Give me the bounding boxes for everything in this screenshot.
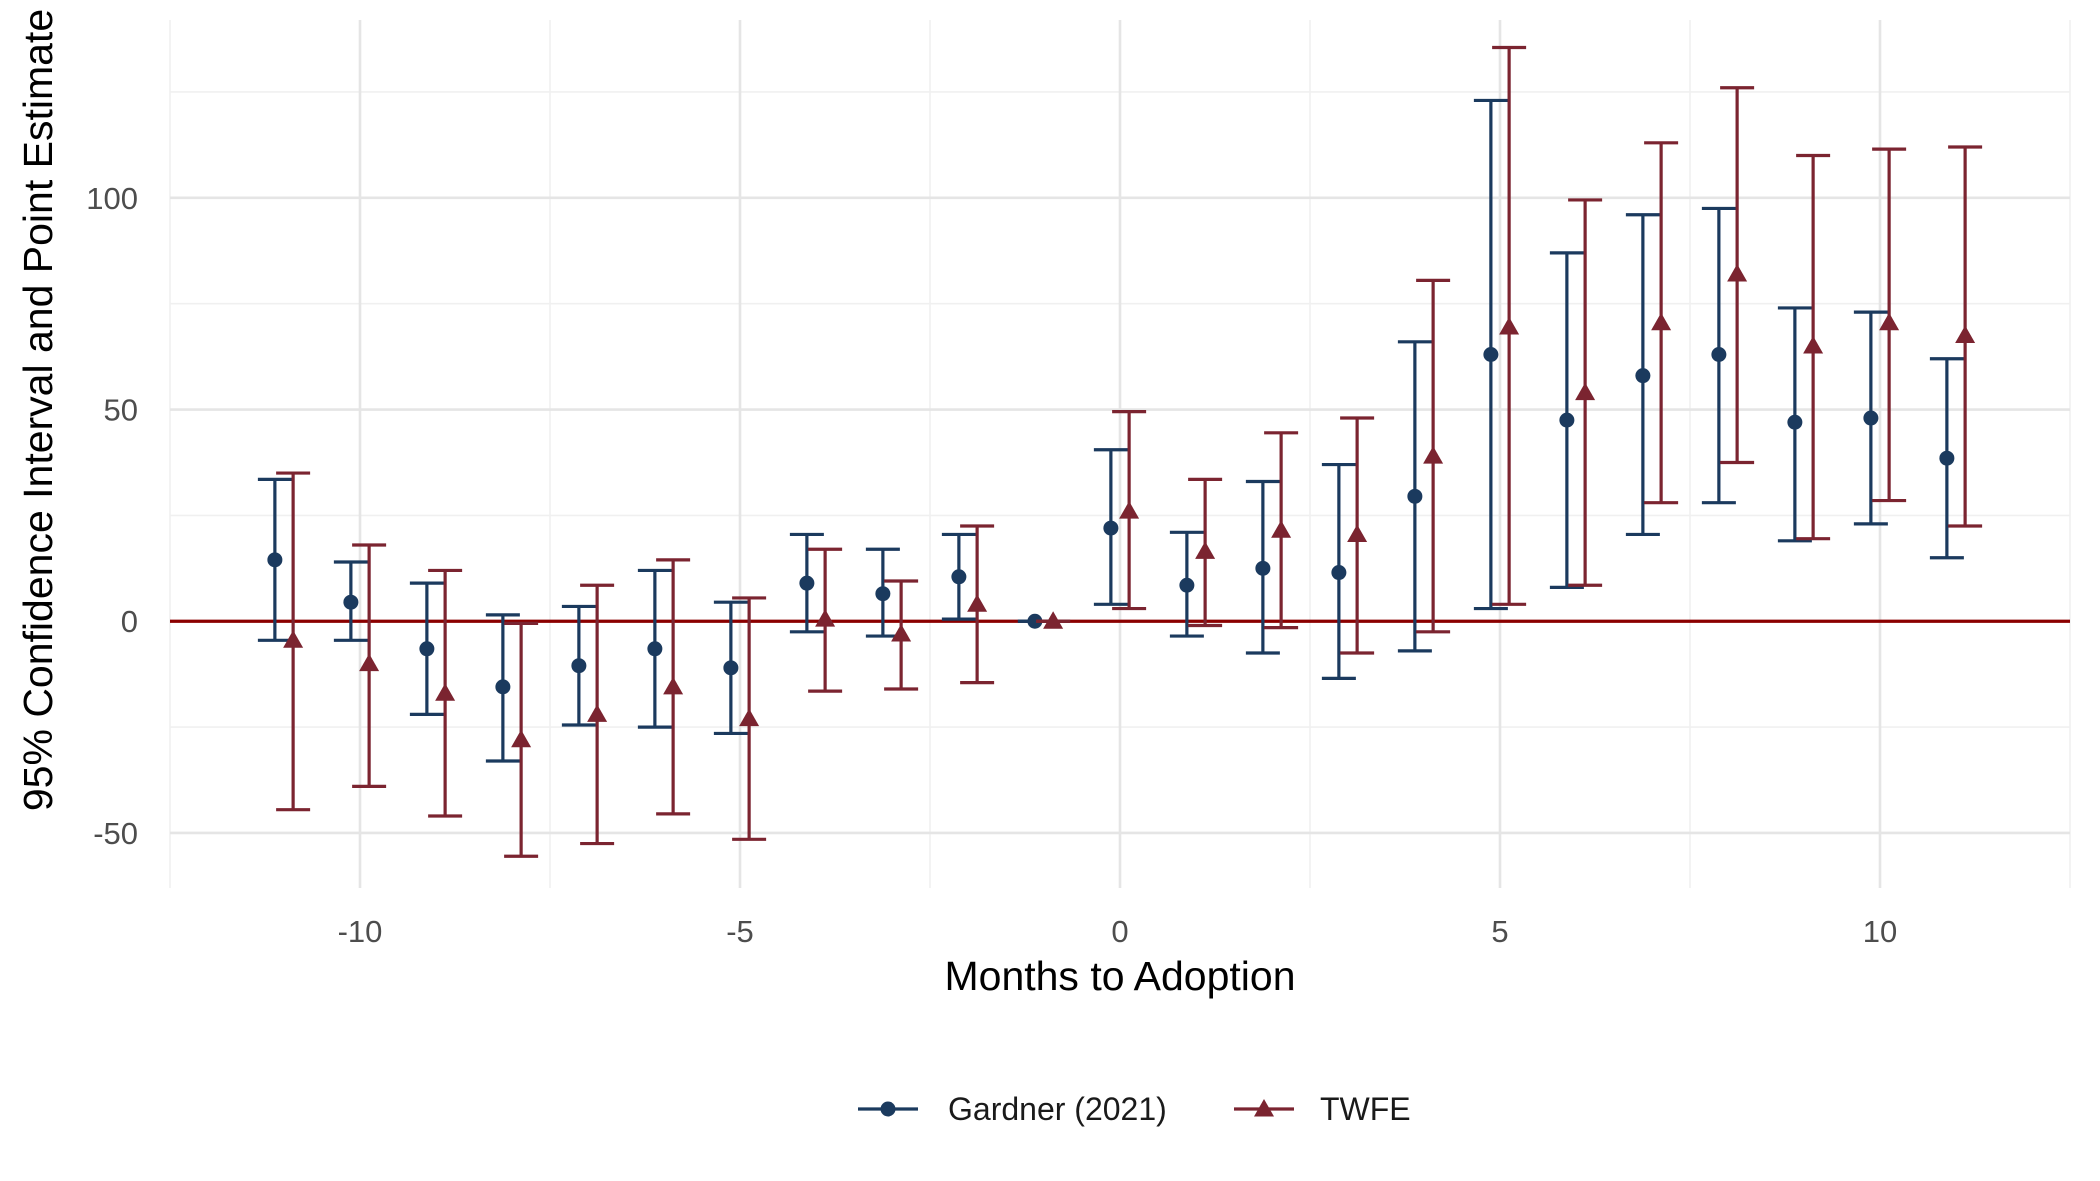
point-estimate-circle [1559,412,1575,428]
point-estimate-triangle [739,708,760,727]
point-estimate-circle [1863,410,1879,426]
point-estimate-triangle [1499,316,1520,335]
point-estimate-triangle [1727,264,1748,282]
point-estimate-circle [723,660,739,676]
point-estimate-circle [1331,565,1347,581]
x-tick-label: -10 [338,914,383,949]
legend-label: Gardner (2021) [948,1091,1167,1127]
point-estimate-triangle [1955,325,1976,343]
point-estimate-triangle [891,623,912,642]
point-estimate-triangle [815,609,836,627]
point-estimate-triangle [1651,312,1672,331]
y-tick-label: -50 [93,816,138,851]
point-estimate-circle [875,586,891,602]
point-estimate-circle [1255,560,1271,576]
point-estimate-triangle [435,683,456,701]
legend-key-triangle [1254,1099,1274,1117]
x-tick-label: 0 [1111,914,1128,949]
point-estimate-circle [647,641,663,657]
point-estimate-triangle [1575,382,1596,401]
point-estimate-circle [419,641,435,657]
point-estimate-triangle [1423,446,1444,464]
point-estimate-triangle [283,630,304,648]
point-estimate-circle [495,679,511,695]
point-estimate-circle [1027,613,1043,629]
point-estimate-circle [1635,368,1651,384]
gridlines [169,20,2071,888]
point-estimate-circle [1787,414,1803,430]
series-twfe [276,45,1983,858]
point-estimate-triangle [1119,501,1140,519]
legend-key-circle [880,1101,896,1117]
point-estimate-triangle [587,704,608,722]
point-estimate-triangle [511,729,532,748]
point-estimate-circle [1103,520,1119,536]
legend-item-twfe: TWFE [1234,1091,1411,1127]
point-estimate-triangle [1043,611,1064,629]
point-estimate-circle [951,569,967,585]
point-estimate-circle [571,658,587,674]
point-estimate-triangle [967,594,988,612]
x-tick-label: 5 [1491,914,1508,949]
y-tick-label: 0 [121,604,138,639]
x-tick-label: -5 [726,914,754,949]
y-tick-label: 100 [86,181,138,216]
y-tick-label: 50 [104,393,138,428]
point-estimate-triangle [1879,312,1900,331]
point-estimate-circle [267,552,283,568]
point-estimate-triangle [1271,520,1292,538]
point-estimate-triangle [663,676,684,695]
legend-label: TWFE [1320,1091,1411,1127]
series-marks [257,45,1983,858]
legend: Gardner (2021) TWFE [858,1091,1411,1127]
x-tick-label: 10 [1863,914,1897,949]
point-estimate-circle [1483,346,1499,362]
point-estimate-circle [1711,346,1727,362]
point-estimate-triangle [1803,336,1824,354]
x-axis-title: Months to Adoption [944,953,1295,999]
point-estimate-circle [1939,450,1955,466]
point-estimate-circle [1407,488,1423,504]
legend-item-gardner: Gardner (2021) [858,1091,1167,1127]
point-estimate-triangle [359,653,380,672]
point-estimate-circle [343,594,359,610]
point-estimate-circle [1179,577,1195,593]
y-axis-title: 95% Confidence Interval and Point Estima… [15,9,61,811]
point-estimate-circle [799,575,815,591]
point-estimate-triangle [1195,541,1216,559]
series-gardner [257,98,1964,763]
point-estimate-triangle [1347,524,1368,542]
